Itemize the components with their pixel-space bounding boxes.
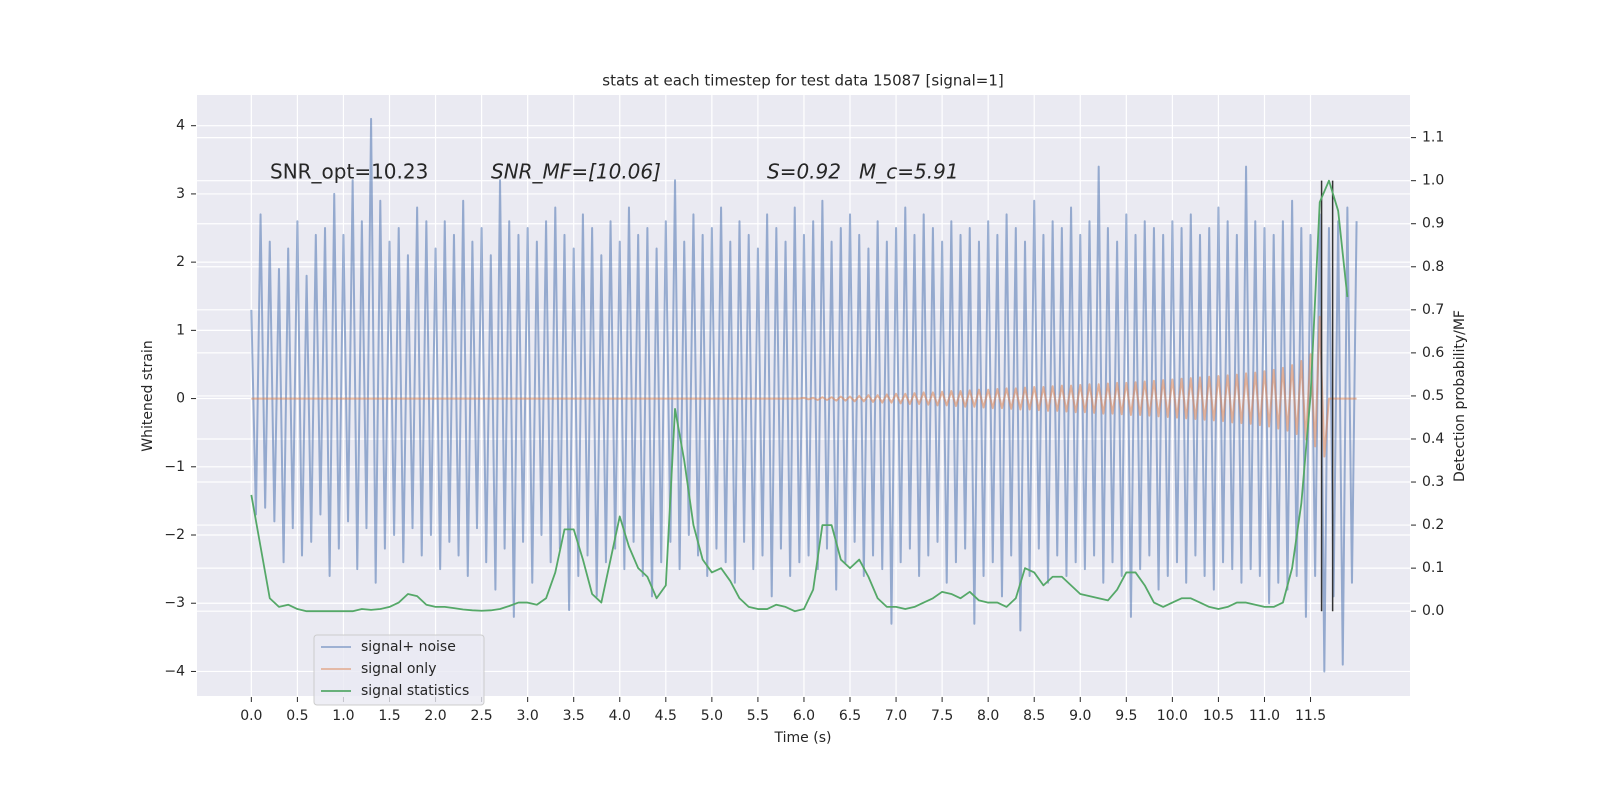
- y-tick-label: 2: [176, 254, 185, 270]
- x-tick-label: 2.5: [470, 708, 492, 724]
- legend-label: signal statistics: [361, 683, 469, 699]
- y2-tick-label: 0.6: [1422, 345, 1444, 361]
- y2-axis-label: Detection probability/MF: [1452, 310, 1468, 482]
- x-tick-label: 0.5: [286, 708, 308, 724]
- y2-tick-label: 0.9: [1422, 216, 1444, 232]
- x-tick-label: 5.0: [701, 708, 723, 724]
- x-tick-label: 0.0: [240, 708, 262, 724]
- chart-title: stats at each timestep for test data 150…: [602, 72, 1003, 90]
- x-tick-label: 3.0: [517, 708, 539, 724]
- x-tick-label: 1.5: [378, 708, 400, 724]
- annotation: SNR_opt=10.23: [270, 160, 428, 184]
- x-tick-label: 11.0: [1249, 708, 1280, 724]
- y2-tick-label: 0.2: [1422, 517, 1444, 533]
- annotation: SNR_MF=[10.06]: [491, 160, 661, 184]
- x-tick-label: 4.0: [609, 708, 631, 724]
- legend-label: signal only: [361, 661, 436, 677]
- y-tick-label: 3: [176, 186, 185, 202]
- x-tick-label: 10.0: [1157, 708, 1188, 724]
- y2-tick-label: 1.1: [1422, 130, 1444, 146]
- y-tick-label: 1: [176, 322, 185, 338]
- x-axis-label: Time (s): [774, 730, 832, 746]
- y-tick-label: 0: [176, 391, 185, 407]
- y2-tick-label: 0.7: [1422, 302, 1444, 318]
- y2-tick-label: 1.0: [1422, 173, 1444, 189]
- legend-box: [313, 634, 485, 706]
- x-tick-label: 6.5: [839, 708, 861, 724]
- marks: [250, 117, 1358, 673]
- series-line: [250, 179, 1349, 613]
- y-tick-label: −1: [164, 459, 185, 475]
- y2-tick-label: 0.0: [1422, 603, 1444, 619]
- y2-tick-label: 0.3: [1422, 474, 1444, 490]
- annotation: M_c=5.91: [859, 160, 959, 184]
- y-tick-label: −4: [164, 663, 185, 679]
- y2-tick-label: 0.4: [1422, 431, 1444, 447]
- x-tick-label: 3.5: [563, 708, 585, 724]
- x-tick-label: 10.5: [1203, 708, 1234, 724]
- x-tick-label: 8.5: [1023, 708, 1045, 724]
- labels: −4 −3 −2 −1 0 1 2 3 4 0.0 0.1 0.2 0.3 0.4 0.5 0.6 0.7 0.8…: [164, 118, 1444, 724]
- annotation: S=0.92: [767, 160, 841, 184]
- series-line: [251, 315, 1357, 458]
- y-axis-label: Whitened strain: [140, 340, 156, 451]
- series-line: [250, 117, 1358, 673]
- x-tick-label: 6.0: [793, 708, 815, 724]
- y2-tick-label: 0.1: [1422, 560, 1444, 576]
- y-tick-label: −2: [164, 527, 185, 543]
- legend: signal+ noise signal only signal statistic…: [313, 634, 485, 706]
- x-tick-label: 9.0: [1069, 708, 1091, 724]
- y2-tick-label: 0.5: [1422, 388, 1444, 404]
- x-tick-label: 2.0: [424, 708, 446, 724]
- x-tick-label: 11.5: [1295, 708, 1326, 724]
- x-tick-label: 9.5: [1115, 708, 1137, 724]
- legend-label: signal+ noise: [361, 639, 456, 655]
- y-tick-label: 4: [176, 118, 185, 134]
- grid: [197, 95, 1410, 696]
- x-tick-label: 7.0: [885, 708, 907, 724]
- y-tick-label: −3: [164, 595, 185, 611]
- x-tick-label: 4.5: [655, 708, 677, 724]
- x-tick-label: 5.5: [747, 708, 769, 724]
- x-tick-label: 8.0: [977, 708, 999, 724]
- y2-tick-label: 0.8: [1422, 259, 1444, 275]
- x-tick-label: 7.5: [931, 708, 953, 724]
- x-tick-label: 1.0: [332, 708, 354, 724]
